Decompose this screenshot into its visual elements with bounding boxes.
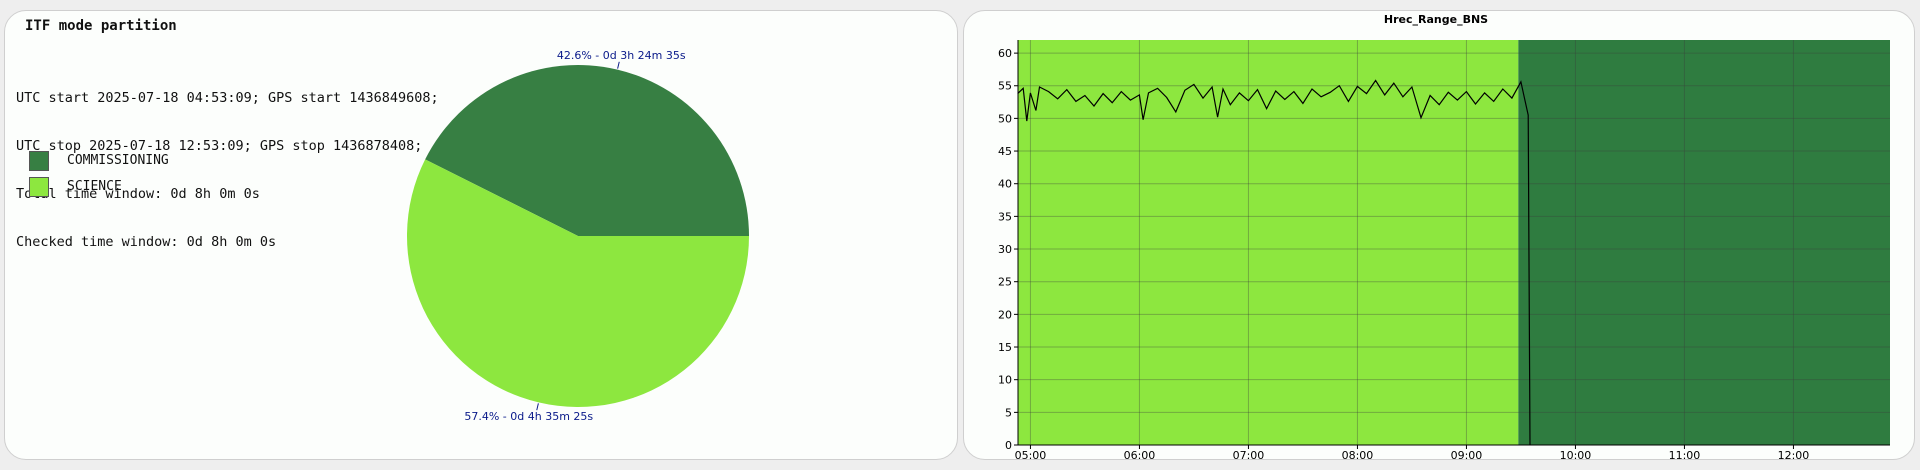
y-tick-label: 60 (998, 47, 1012, 60)
y-tick-label: 25 (998, 276, 1012, 289)
y-tick-label: 35 (998, 210, 1012, 223)
legend-swatch-science (29, 176, 49, 197)
line-chart: Hrec_Range_BNS 0 5 10 15 20 25 30 35 40 45 50 55 60 05… (998, 13, 1890, 460)
bg-segment-science (1018, 40, 1519, 445)
y-tick-label: 0 (1005, 439, 1012, 452)
bg-segment-commissioning (1518, 40, 1890, 445)
legend-item-science: SCIENCE (29, 174, 169, 199)
utc-start-line: UTC start 2025-07-18 04:53:09; GPS start… (16, 90, 439, 106)
x-tick-label: 10:00 (1560, 449, 1592, 460)
x-tick-label: 06:00 (1124, 449, 1156, 460)
x-tick-label: 09:00 (1451, 449, 1483, 460)
pie-slice-science (406, 159, 749, 407)
x-tick-label: 11:00 (1669, 449, 1701, 460)
y-tick-label: 30 (998, 243, 1012, 256)
legend-label-science: SCIENCE (67, 179, 122, 194)
legend-swatch-commissioning (29, 150, 49, 171)
pie-label-science: 57.4% - 0d 4h 35m 25s (464, 410, 593, 423)
partition-title: ITF mode partition (25, 18, 177, 34)
y-tick-label: 45 (998, 145, 1012, 158)
y-tick-label: 5 (1005, 406, 1012, 419)
y-tick-label: 55 (998, 80, 1012, 93)
y-tick-label: 20 (998, 308, 1012, 321)
chart-title: Hrec_Range_BNS (1384, 13, 1488, 26)
x-tick-label: 07:00 (1233, 449, 1265, 460)
y-tick-label: 10 (998, 374, 1012, 387)
pie-label-leader-commissioning (617, 61, 620, 69)
time-info-block: UTC start 2025-07-18 04:53:09; GPS start… (16, 58, 439, 282)
pie-chart: 42.6% - 0d 3h 24m 35s 57.4% - 0d 4h 35m 2… (406, 49, 749, 423)
pie-label-commissioning: 42.6% - 0d 3h 24m 35s (557, 49, 686, 62)
mode-partition-panel: ITF mode partition UTC start 2025-07-18 … (4, 10, 958, 460)
legend: COMMISSIONING SCIENCE (29, 148, 169, 200)
pie-slice-commissioning (425, 64, 749, 236)
series-line-0 (1017, 79, 1531, 446)
range-chart-panel: Hrec_Range_BNS 0 5 10 15 20 25 30 35 40 45 50 55 60 05… (963, 10, 1915, 460)
y-tick-label: 50 (998, 112, 1012, 125)
total-window-line: Total time window: 0d 8h 0m 0s (16, 186, 260, 202)
pie-label-leader-science (536, 403, 539, 411)
legend-label-commissioning: COMMISSIONING (67, 153, 169, 168)
utc-stop-line: UTC stop 2025-07-18 12:53:09; GPS stop 1… (16, 138, 423, 154)
x-tick-label: 12:00 (1778, 449, 1810, 460)
x-tick-label: 08:00 (1342, 449, 1374, 460)
y-tick-label: 15 (998, 341, 1012, 354)
y-tick-label: 40 (998, 178, 1012, 191)
legend-item-commissioning: COMMISSIONING (29, 148, 169, 173)
x-tick-label: 05:00 (1015, 449, 1047, 460)
checked-window-line: Checked time window: 0d 8h 0m 0s (16, 234, 277, 250)
